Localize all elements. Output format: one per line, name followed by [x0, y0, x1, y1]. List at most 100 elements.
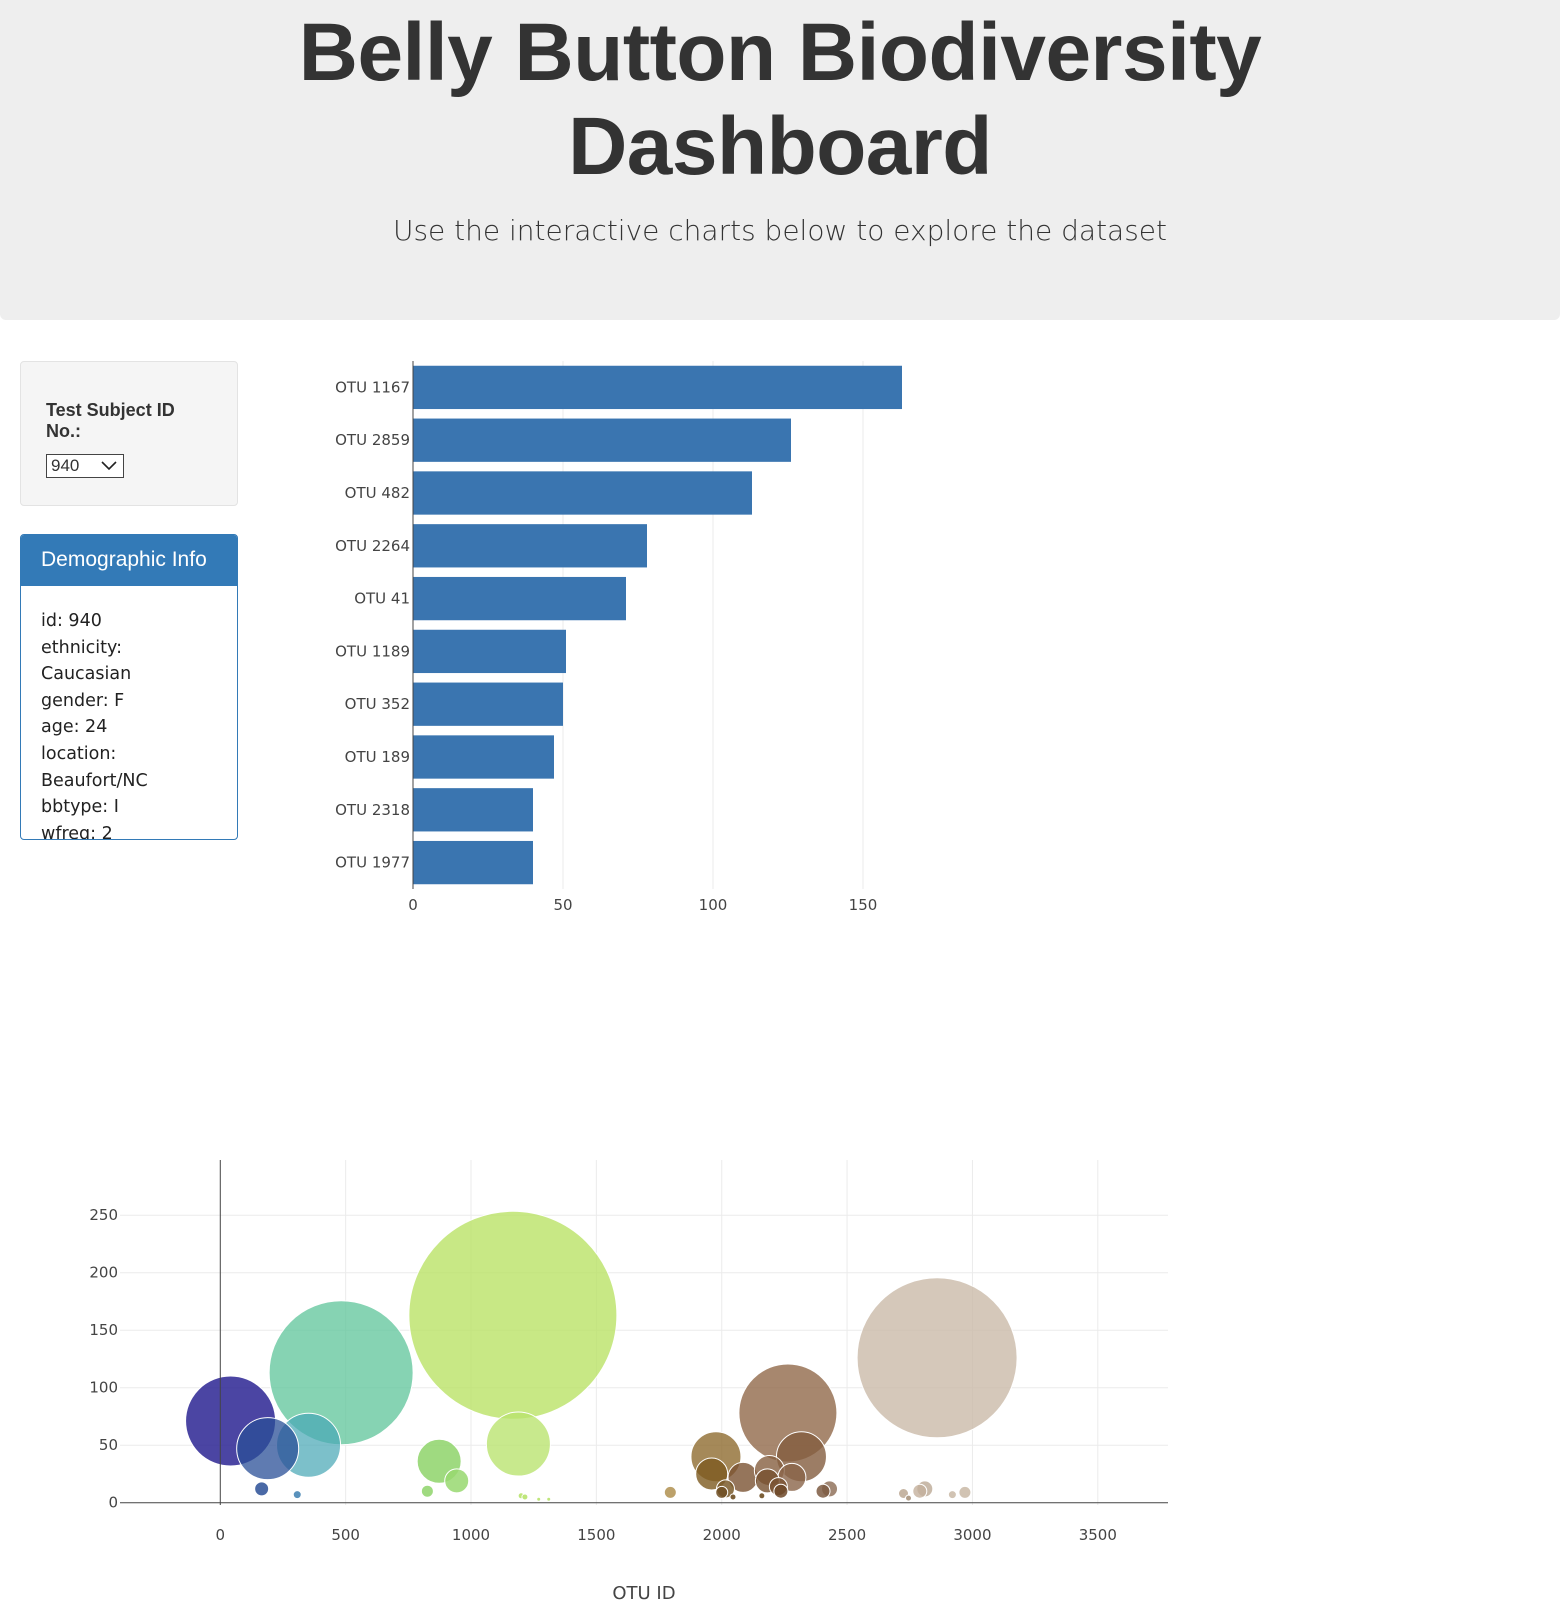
- bubble[interactable]: [517, 1492, 525, 1500]
- bar-y-tick-label: OTU 482: [345, 484, 410, 502]
- bubble[interactable]: [753, 1455, 785, 1486]
- subject-selector-label: Test Subject ID No.:: [46, 400, 175, 441]
- bubble[interactable]: [775, 1431, 827, 1483]
- bar-x-tick-label: 150: [849, 896, 878, 914]
- bubble-x-tick-label: 2500: [828, 1526, 866, 1544]
- bubble-x-tick-label: 1000: [452, 1526, 490, 1544]
- bubble[interactable]: [773, 1483, 789, 1499]
- bubble[interactable]: [768, 1477, 788, 1497]
- bar-x-tick-label: 50: [553, 896, 572, 914]
- bubble-x-tick-label: 500: [331, 1526, 360, 1544]
- bar[interactable]: [413, 576, 626, 621]
- bubble-y-tick-label: 200: [89, 1264, 118, 1282]
- bar-y-tick-label: OTU 41: [354, 590, 410, 608]
- demographic-line: gender: F: [41, 690, 125, 711]
- demographic-line: bbtype: I: [41, 797, 119, 818]
- bar-y-tick-label: OTU 2264: [335, 537, 410, 555]
- demographic-line: age: 24: [41, 717, 108, 738]
- bubble[interactable]: [292, 1490, 302, 1500]
- bar[interactable]: [413, 524, 647, 568]
- demographic-line: ethnicity: Caucasian: [41, 637, 132, 685]
- bubble[interactable]: [947, 1490, 957, 1500]
- bar[interactable]: [413, 840, 533, 885]
- demographic-info-body: id: 940 ethnicity: Caucasian gender: F a…: [21, 586, 237, 840]
- bubble[interactable]: [912, 1483, 928, 1499]
- bar[interactable]: [413, 735, 554, 779]
- demographic-line: wfreq: 2: [41, 823, 113, 840]
- bubble-x-tick-label: 1500: [577, 1526, 615, 1544]
- bubble[interactable]: [444, 1468, 470, 1494]
- bubble[interactable]: [958, 1485, 972, 1499]
- bar-y-tick-label: OTU 352: [345, 695, 410, 713]
- bar-y-tick-label: OTU 1167: [335, 378, 410, 396]
- bubble-x-tick-label: 3000: [953, 1526, 991, 1544]
- bubble[interactable]: [536, 1496, 542, 1502]
- page-title: Belly Button Biodiversity Dashboard: [0, 0, 1560, 194]
- bubble[interactable]: [663, 1485, 677, 1499]
- bar-x-tick-label: 0: [408, 896, 418, 914]
- bubble-y-tick-label: 0: [108, 1494, 118, 1512]
- subject-selector-well: Test Subject ID No.: 940: [20, 361, 238, 506]
- bar-y-tick-label: OTU 189: [345, 748, 410, 766]
- subject-id-dropdown[interactable]: 940: [46, 454, 124, 478]
- bubble[interactable]: [236, 1417, 300, 1481]
- bar[interactable]: [413, 629, 566, 674]
- bubble[interactable]: [856, 1277, 1018, 1439]
- bar[interactable]: [413, 365, 902, 410]
- bubble[interactable]: [690, 1431, 742, 1483]
- bubble[interactable]: [729, 1493, 737, 1501]
- bubble-y-tick-label: 150: [89, 1321, 118, 1339]
- bubble[interactable]: [420, 1484, 434, 1498]
- bubble[interactable]: [268, 1300, 414, 1446]
- bubble[interactable]: [777, 1462, 807, 1492]
- bubble[interactable]: [754, 1468, 780, 1494]
- bubble[interactable]: [695, 1457, 729, 1491]
- demographic-info-heading: Demographic Info: [21, 535, 237, 586]
- bar[interactable]: [413, 418, 791, 462]
- bubble[interactable]: [905, 1494, 913, 1502]
- bubble[interactable]: [254, 1481, 270, 1497]
- bubble[interactable]: [916, 1480, 934, 1498]
- bar[interactable]: [413, 682, 563, 726]
- bubble[interactable]: [738, 1363, 838, 1463]
- bar-y-tick-label: OTU 2318: [335, 801, 410, 819]
- bubble[interactable]: [758, 1492, 766, 1500]
- bar-y-tick-label: OTU 1977: [335, 854, 410, 872]
- chevron-down-icon: [101, 461, 117, 471]
- bubble[interactable]: [185, 1375, 277, 1467]
- demographic-info-panel: Demographic Info id: 940 ethnicity: Cauc…: [20, 534, 238, 840]
- bubble[interactable]: [897, 1488, 909, 1499]
- page-title-line1: Belly Button Biodiversity: [298, 7, 1262, 98]
- demographic-line: id: 940: [41, 611, 102, 631]
- bar-y-tick-label: OTU 1189: [335, 642, 410, 660]
- bubble[interactable]: [416, 1438, 462, 1484]
- bubble[interactable]: [521, 1493, 529, 1501]
- header-jumbotron: Belly Button Biodiversity Dashboard Use …: [0, 0, 1560, 320]
- bubble[interactable]: [485, 1411, 551, 1477]
- bubble-points: [185, 1210, 1018, 1502]
- bubble[interactable]: [546, 1496, 552, 1502]
- bubble-y-tick-label: 250: [89, 1206, 118, 1224]
- demographic-line: location:: [41, 743, 117, 764]
- page-title-line2: Dashboard: [568, 101, 992, 192]
- bubble[interactable]: [815, 1483, 831, 1499]
- bubble-y-tick-label: 50: [99, 1436, 118, 1454]
- bubble-y-tick-label: 100: [89, 1379, 118, 1397]
- bubble[interactable]: [276, 1412, 342, 1478]
- bubble[interactable]: [408, 1210, 618, 1420]
- bar-x-tick-label: 100: [699, 896, 728, 914]
- bar[interactable]: [413, 788, 533, 832]
- bar-chart-group: 0 50 100 150 OTU 1167 OTU 2859 OTU 482 OTU 2264…: [335, 361, 902, 914]
- bar-y-tick-label: OTU 2859: [335, 431, 410, 449]
- bubble-chart-group: 0 500 1000 1500 2000 2500 3000 3500 0 50 100 150 200…: [89, 1160, 1168, 1604]
- bubble[interactable]: [821, 1480, 839, 1498]
- bubble[interactable]: [715, 1485, 729, 1499]
- bubble-x-tick-label: 2000: [703, 1526, 741, 1544]
- subject-id-selected: 940: [51, 456, 80, 475]
- page-subtitle: Use the interactive charts below to expl…: [392, 214, 1168, 247]
- bubble[interactable]: [727, 1461, 759, 1493]
- bubble-x-axis-title: OTU ID: [612, 1583, 675, 1604]
- bubble[interactable]: [715, 1479, 735, 1499]
- bar[interactable]: [413, 471, 752, 515]
- bubble-x-tick-label: 0: [216, 1526, 226, 1544]
